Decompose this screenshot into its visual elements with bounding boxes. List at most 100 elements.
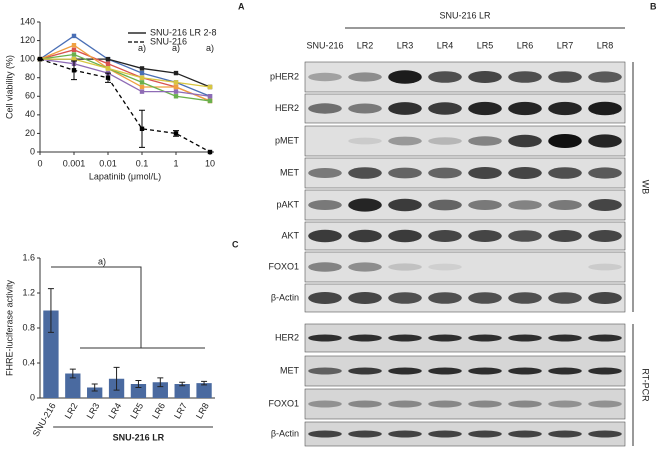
band — [588, 199, 622, 211]
band — [548, 167, 582, 179]
band — [348, 430, 382, 438]
error-bar — [71, 60, 77, 81]
legend-label: SNU-216 — [150, 36, 187, 46]
band — [468, 101, 502, 116]
band — [308, 229, 342, 243]
band — [428, 430, 462, 438]
band — [308, 138, 342, 144]
band — [388, 430, 422, 438]
band — [588, 334, 622, 342]
x-tick-label: LR7 — [172, 401, 189, 420]
point — [71, 33, 77, 39]
y-tick-label: 140 — [20, 16, 35, 26]
band — [388, 167, 422, 179]
band — [348, 367, 382, 375]
x-tick-label: LR2 — [63, 401, 80, 420]
x-tick-label: LR8 — [194, 401, 211, 420]
x-tick-label: 0.001 — [63, 158, 86, 168]
panel-label: B — [650, 1, 657, 11]
band — [548, 400, 582, 408]
group-label: WB — [641, 180, 651, 195]
blot-strip — [304, 251, 626, 283]
band — [348, 292, 382, 304]
point — [207, 84, 213, 90]
point — [139, 84, 145, 90]
band — [548, 134, 582, 148]
row-label: MET — [280, 365, 300, 375]
band — [588, 367, 622, 375]
band — [548, 101, 582, 116]
line — [39, 53, 211, 102]
band — [588, 430, 622, 438]
band — [548, 334, 582, 342]
band — [468, 167, 502, 179]
band — [468, 71, 502, 83]
band — [548, 71, 582, 83]
band — [508, 430, 542, 438]
band — [508, 200, 542, 210]
bar — [152, 382, 168, 398]
band — [468, 230, 502, 242]
point — [207, 98, 213, 104]
error-bar — [47, 288, 54, 333]
band — [588, 167, 622, 179]
significance-bracket — [51, 266, 205, 349]
band — [388, 292, 422, 304]
band — [548, 367, 582, 375]
x-tick-label: LR4 — [106, 401, 123, 420]
band — [428, 102, 462, 115]
annotation: a) — [206, 43, 214, 53]
lane-label: LR4 — [437, 40, 454, 50]
error-bar — [139, 109, 145, 148]
band — [428, 71, 462, 83]
annotation: a) — [98, 256, 106, 266]
point — [105, 66, 111, 71]
point — [105, 61, 111, 66]
row-label: MET — [280, 167, 300, 177]
point — [71, 47, 77, 53]
line — [39, 58, 211, 153]
band — [548, 230, 582, 242]
x-tick-label: LR6 — [150, 401, 167, 420]
x-tick-label: LR3 — [85, 401, 102, 420]
row-label: pHER2 — [270, 71, 299, 81]
line — [39, 58, 211, 97]
line — [39, 44, 211, 102]
point — [139, 75, 145, 80]
point — [105, 56, 111, 62]
point — [139, 80, 145, 85]
error-bar — [157, 377, 164, 388]
point — [71, 56, 77, 62]
x-tick-label: SNU-216 — [31, 401, 58, 438]
error-bar — [91, 383, 98, 392]
point — [71, 52, 77, 57]
lane-label: LR3 — [397, 40, 414, 50]
error-bar — [113, 366, 120, 391]
band — [428, 400, 462, 408]
band — [588, 101, 622, 116]
band — [428, 263, 462, 271]
row-label: HER2 — [275, 103, 299, 113]
bar — [43, 310, 59, 398]
x-axis-title: SNU-216 LR — [113, 432, 165, 442]
band — [588, 71, 622, 83]
x-tick-label: 10 — [205, 158, 215, 168]
legend-label: SNU-216 LR 2-8 — [150, 27, 217, 37]
band — [348, 137, 382, 145]
group-label: RT-PCR — [641, 368, 651, 402]
y-tick-label: 1.2 — [22, 287, 35, 297]
point — [173, 80, 179, 85]
row-label: β-Actin — [271, 292, 299, 302]
x-axis-title: Lapatinib (μmol/L) — [89, 171, 161, 181]
point — [173, 84, 179, 90]
band — [468, 367, 502, 375]
bar — [130, 384, 147, 398]
band — [348, 198, 382, 212]
y-tick-label: 60 — [25, 91, 35, 101]
annotation: a) — [172, 43, 180, 53]
row-label: pMET — [275, 135, 300, 145]
point — [139, 89, 145, 94]
band — [508, 400, 542, 408]
band — [548, 292, 582, 304]
row-label: FOXO1 — [268, 261, 299, 271]
